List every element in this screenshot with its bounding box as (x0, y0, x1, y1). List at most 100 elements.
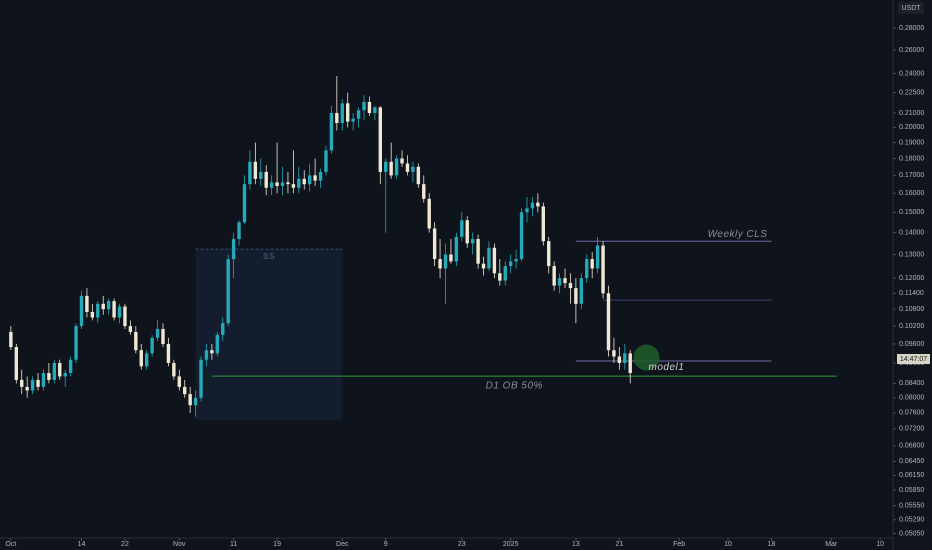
y-tick-label: 0.11400 (899, 290, 924, 297)
candle-body (552, 266, 556, 286)
x-tick-label: Mar (825, 541, 838, 548)
x-tick-label: Feb (673, 541, 685, 548)
candle-body (454, 236, 459, 262)
candle-body (400, 158, 404, 164)
candle-body (25, 386, 29, 391)
y-tick-label: 0.16000 (899, 190, 924, 197)
y-tick-label: 0.18000 (899, 155, 924, 162)
currency-box (898, 2, 924, 14)
candle-body (389, 161, 393, 176)
candle-body (340, 103, 344, 124)
candle-body (248, 161, 252, 185)
candle-body (280, 182, 285, 186)
candle-body (36, 379, 40, 387)
zone (195, 249, 343, 421)
candle-body (242, 184, 247, 223)
candle-body (150, 337, 154, 354)
candle-body (481, 263, 486, 269)
candle-body (253, 161, 258, 179)
marker (633, 344, 660, 371)
candle-layer (9, 76, 632, 417)
candle-body (177, 376, 181, 387)
x-tick-label: 23 (458, 541, 466, 548)
y-tick-label: 0.17000 (899, 172, 924, 179)
candle-body (606, 293, 611, 351)
x-tick-label: 10 (876, 541, 884, 548)
currency: USDT (901, 5, 921, 12)
candle-body (356, 110, 361, 119)
y-tick-label: 0.12000 (899, 275, 924, 282)
candle-body (58, 363, 62, 377)
candle-body (574, 288, 578, 304)
candle-body (563, 278, 567, 284)
candle-body (286, 182, 290, 185)
candle-body (231, 239, 236, 260)
candle-body (492, 247, 497, 274)
candle-body (394, 158, 399, 176)
y-tick-label: 0.05050 (899, 530, 924, 537)
candle-body (172, 363, 176, 377)
candle-body (318, 171, 323, 181)
x-tick-label: 14 (78, 541, 86, 548)
y-tick-label: 0.05850 (899, 487, 924, 494)
x-tick-label: 18 (768, 541, 776, 548)
candle-body (449, 254, 453, 262)
candle-body (291, 184, 296, 188)
y-tick-label: 0.05550 (899, 502, 924, 509)
y-tick-label: 0.06450 (899, 458, 924, 465)
candle-body (443, 254, 448, 269)
candle-body (20, 379, 24, 387)
candle-body (226, 259, 230, 324)
candle-body (422, 184, 426, 199)
candle-body (384, 161, 388, 172)
candle-body (324, 150, 328, 172)
y-tick-label: 0.20000 (899, 124, 924, 131)
y-tick-label: 0.06800 (899, 443, 924, 450)
zone-layer (195, 249, 343, 421)
price-tag (897, 354, 930, 365)
candle-body (161, 328, 165, 344)
y-tick-label: 0.19000 (899, 139, 924, 146)
candle-body (487, 247, 491, 269)
candle-body (373, 107, 377, 114)
y-tick-label: 0.22500 (899, 89, 924, 96)
candle-body (601, 245, 605, 294)
candle-body (432, 228, 437, 260)
candle-body (612, 350, 616, 357)
candle-body (508, 261, 513, 267)
y-tick-label: 0.13000 (899, 251, 924, 258)
candle-body (585, 259, 589, 279)
candle-body (378, 107, 383, 172)
x-tick-label: 2025 (503, 541, 519, 548)
y-tick-label: 0.10800 (899, 306, 924, 313)
candle-body (525, 208, 529, 213)
candle-body (259, 171, 263, 179)
candle-body (204, 350, 209, 360)
candle-body (9, 331, 13, 348)
y-tick-label: 0.24000 (899, 70, 924, 77)
x-tick-label: 19 (273, 541, 281, 548)
candle-body (117, 306, 122, 318)
candle-body (90, 311, 95, 318)
candle-body (155, 328, 160, 338)
axis-layer: 0.28000 0.26000 0.24000 0.22500 0.21000 0.200… (5, 25, 930, 548)
y-tick-label: 0.07600 (899, 410, 924, 417)
candle-body (166, 343, 171, 364)
candle-body (476, 239, 480, 264)
candle-body (302, 178, 306, 185)
candle-body (536, 202, 540, 207)
candle-body (519, 212, 524, 260)
candle-body (335, 113, 339, 124)
level-layer: 0.5 Weekly CLS D1 OB 50% model1 (195, 229, 837, 392)
x-tick-label: Dec (336, 541, 349, 548)
candle-body (617, 356, 622, 364)
candle-body (134, 331, 138, 351)
candle-body (405, 163, 410, 172)
level-label: D1 OB 50% (486, 381, 543, 392)
candle-body (460, 220, 464, 237)
candle-body (623, 353, 627, 364)
candle-body (74, 326, 78, 360)
candle-body (351, 118, 355, 122)
